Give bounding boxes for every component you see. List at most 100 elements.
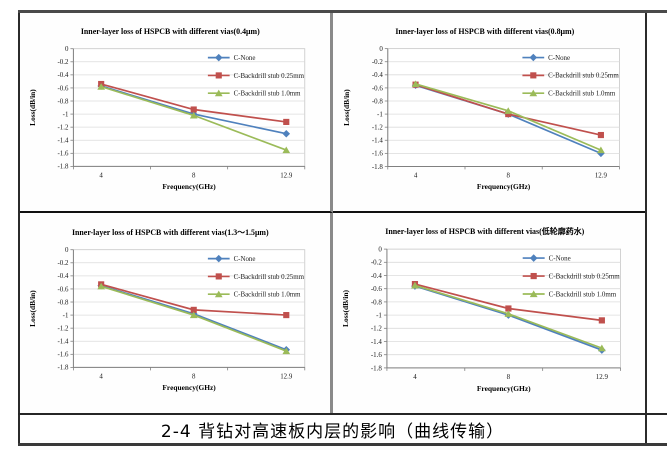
legend-item: C-Backdrill stub 1.0mm (207, 89, 302, 98)
y-tick-label: -1 (376, 312, 382, 320)
y-tick-label: -1.8 (58, 365, 69, 372)
legend-label: C-None (548, 254, 570, 262)
data-point-marker (597, 131, 604, 139)
y-tick-label: -0.6 (370, 285, 382, 293)
chart-cell-2: 0 -0.2 -0.4 -0.6 -0.8 -1 -1.2 -1.4 -1.6 -1.8 4 8 12.… (332, 13, 645, 213)
y-tick-label: 0 (379, 46, 383, 53)
x-axis-title: Frequency(GHz) (162, 383, 216, 392)
plot-area (386, 248, 621, 369)
y-tick-label: -1.4 (371, 138, 382, 145)
legend-item: C-Backdrill stub 0.25mm (521, 72, 619, 80)
figure-caption: 2-4 背钻对高速板内层的影响（曲线传输） (160, 421, 505, 442)
line-chart-2: 0 -0.2 -0.4 -0.6 -0.8 -1 -1.2 -1.4 -1.6 -1.8 4 8 12.… (342, 27, 620, 191)
legend-item: C-None (522, 254, 570, 262)
y-tick-label: -1.8 (370, 364, 382, 372)
data-point-marker (596, 146, 605, 154)
chart-cell-1: 0 -0.2 -0.4 -0.6 -0.8 -1 -1.2 -1.4 -1.6 -1.8 4 8 12.… (20, 13, 333, 213)
chart-title: Inner-layer loss of HSPCB with different… (72, 228, 269, 237)
y-tick-label: -1.6 (370, 351, 382, 359)
y-tick-label: -1.6 (371, 151, 382, 158)
data-point-marker (282, 129, 291, 138)
y-tick-label: 0 (65, 247, 69, 254)
legend-marker (529, 254, 537, 262)
x-tick-label: 12.9 (280, 373, 293, 380)
x-axis-title: Frequency(GHz) (476, 384, 530, 393)
y-tick-label: -1 (63, 312, 69, 319)
data-point-marker (410, 281, 419, 289)
legend-item: C-Backdrill stub 1.0mm (521, 89, 615, 98)
legend-marker (214, 254, 223, 263)
line-chart-3: 0 -0.2 -0.4 -0.6 -0.8 -1 -1.2 -1.4 -1.6 -1.8 4 8 12.… (28, 228, 306, 392)
caption-divider-line (18, 413, 667, 415)
data-point-marker (189, 311, 198, 319)
y-tick-label: -0.2 (370, 259, 382, 267)
charts-grid: 0 -0.2 -0.4 -0.6 -0.8 -1 -1.2 -1.4 -1.6 -1.8 4 8 12.… (20, 13, 645, 413)
legend-marker (529, 72, 536, 79)
chart-title: Inner-layer loss of HSPCB with different… (395, 27, 574, 36)
data-point-marker (189, 111, 198, 119)
x-tick-label: 8 (506, 373, 510, 381)
y-tick-label: -1.4 (58, 339, 69, 346)
y-tick-label: -1.2 (370, 325, 382, 333)
legend-label: C-Backdrill stub 1.0mm (234, 91, 302, 98)
y-tick-label: -1.2 (58, 326, 69, 333)
data-point-marker (598, 317, 605, 324)
legend-label: C-Backdrill stub 0.25mm (548, 73, 619, 80)
y-axis-title: Loss(dB/in) (28, 290, 37, 327)
legend-marker (214, 89, 223, 97)
x-axis-title: Frequency(GHz) (162, 182, 216, 191)
x-tick-label: 4 (99, 373, 103, 380)
legend-label: C-Backdrill stub 1.0mm (548, 290, 616, 298)
x-tick-label: 4 (413, 172, 417, 179)
y-tick-label: -1.2 (371, 125, 382, 132)
chart-title: Inner-layer loss of HSPCB with different… (81, 27, 260, 36)
data-point-marker (504, 305, 511, 312)
legend-marker (215, 273, 222, 280)
y-tick-label: -1 (377, 111, 383, 118)
legend-label: C-None (234, 256, 256, 263)
legend-item: C-Backdrill stub 0.25mm (207, 273, 305, 281)
legend-label: C-Backdrill stub 0.25mm (234, 274, 305, 281)
legend-item: C-Backdrill stub 1.0mm (207, 290, 301, 299)
x-tick-label: 12.9 (280, 172, 293, 179)
chart-cell-3: 0 -0.2 -0.4 -0.6 -0.8 -1 -1.2 -1.4 -1.6 -1.8 4 8 12.… (20, 213, 333, 413)
y-tick-label: -0.6 (58, 85, 69, 92)
x-tick-label: 8 (506, 172, 510, 179)
legend-label: C-Backdrill stub 0.25mm (548, 272, 620, 280)
data-point-marker (411, 80, 419, 88)
y-tick-label: 0 (378, 245, 382, 253)
y-tick-label: -0.8 (58, 299, 69, 306)
line-chart-1: 0 -0.2 -0.4 -0.6 -0.8 -1 -1.2 -1.4 -1.6 -1.8 4 8 12.… (28, 27, 306, 191)
y-tick-label: -1 (63, 111, 69, 118)
y-tick-label: -0.4 (371, 72, 382, 79)
y-tick-label: -0.8 (58, 98, 69, 105)
y-tick-label: -1.8 (58, 164, 69, 171)
plot-area (386, 48, 620, 167)
data-point-marker (597, 344, 606, 352)
legend-marker (214, 290, 223, 298)
y-tick-label: -1.6 (58, 151, 69, 158)
legend-marker (530, 272, 537, 280)
y-tick-label: -1.4 (370, 338, 382, 346)
x-tick-label: 4 (99, 172, 103, 179)
y-axis-title: Loss(dB/in) (28, 89, 37, 126)
legend-label: C-None (234, 55, 256, 62)
y-tick-label: 0 (65, 46, 69, 53)
data-point-marker (97, 83, 106, 90)
legend-marker (214, 53, 223, 62)
data-point-marker (190, 106, 197, 113)
legend-marker (215, 72, 222, 79)
y-tick-label: -1.8 (371, 164, 382, 171)
legend-item: C-None (207, 53, 256, 62)
y-tick-label: -0.8 (370, 298, 382, 306)
y-tick-label: -0.2 (58, 59, 69, 66)
y-tick-label: -1.6 (58, 352, 69, 359)
data-point-marker (503, 107, 512, 114)
chart-title: Inner-layer loss of HSPCB with different… (385, 226, 584, 236)
y-tick-label: -0.2 (371, 59, 382, 66)
y-axis-title: Loss(dB/in) (340, 290, 349, 327)
y-tick-label: -0.6 (371, 85, 382, 92)
data-point-marker (190, 306, 197, 313)
figure-table-body: 0 -0.2 -0.4 -0.6 -0.8 -1 -1.2 -1.4 -1.6 -1.8 4 8 12.… (18, 13, 647, 443)
legend-item: C-None (207, 254, 256, 263)
